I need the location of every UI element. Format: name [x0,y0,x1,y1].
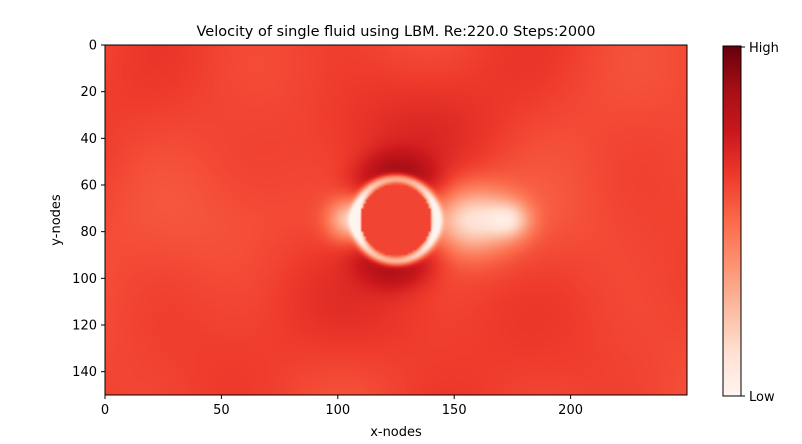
x-tick-50-label: 50 [213,403,230,418]
y-axis-label: y-nodes [49,194,64,246]
x-tick-150: 150 [442,395,467,418]
y-axis-ticks: 0 20 40 60 80 100 120 140 [72,39,105,380]
y-tick-120: 120 [72,319,105,334]
x-tick-150-label: 150 [442,403,467,418]
colorbar [722,45,742,397]
x-axis-label: x-nodes [370,425,422,440]
x-tick-200: 200 [558,395,583,418]
heatmap-area [105,45,687,395]
y-tick-80-label: 80 [80,225,97,240]
chart-title: Velocity of single fluid using LBM. Re:2… [196,24,595,40]
y-tick-20-label: 20 [80,85,97,100]
y-tick-60-label: 60 [80,179,97,194]
x-tick-100-label: 100 [325,403,350,418]
y-tick-60: 60 [80,179,105,194]
y-tick-100-label: 100 [72,272,97,287]
velocity-heatmap [105,45,687,395]
x-tick-50: 50 [213,395,230,418]
y-tick-80: 80 [80,225,105,240]
y-tick-140: 140 [72,365,105,380]
x-tick-200-label: 200 [558,403,583,418]
y-tick-0-label: 0 [89,39,97,54]
y-tick-120-label: 120 [72,319,97,334]
x-tick-0-label: 0 [101,403,109,418]
y-tick-140-label: 140 [72,365,97,380]
y-tick-40-label: 40 [80,132,97,147]
colorbar-high-label: High [749,41,779,56]
y-tick-0: 0 [89,39,105,54]
y-tick-100: 100 [72,272,105,287]
x-tick-0: 0 [101,395,109,418]
x-axis-ticks: 0 50 100 150 200 [101,395,583,418]
y-tick-40: 40 [80,132,105,147]
x-tick-100: 100 [325,395,350,418]
plot-frame [104,44,688,396]
colorbar-low-label: Low [749,390,775,405]
y-tick-20: 20 [80,85,105,100]
